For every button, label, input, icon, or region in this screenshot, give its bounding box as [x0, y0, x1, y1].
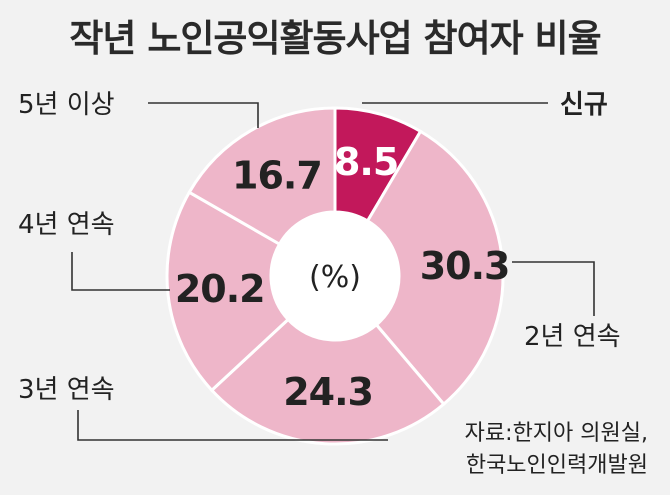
category-label-2: 2년 연속 [524, 322, 621, 352]
leader-line-5 [148, 102, 259, 128]
leader-line-3 [77, 410, 388, 441]
leader-line-2 [512, 261, 595, 316]
source-note: 자료:한지아 의원실, 한국노인인력개발원 [465, 418, 648, 482]
category-label-3: 3년 연속 [18, 375, 115, 405]
category-label-5: 5년 이상 [18, 90, 115, 120]
value-label-1: 8.5 [334, 140, 398, 184]
donut-hole [271, 212, 399, 340]
source-line-1: 자료:한지아 의원실, [464, 421, 648, 446]
leader-line-4 [71, 252, 170, 291]
value-label-2: 30.3 [420, 244, 510, 288]
value-label-4: 20.2 [175, 267, 265, 311]
category-label-4: 4년 연속 [18, 210, 115, 240]
source-line-2: 한국노인인력개발원 [465, 453, 648, 478]
unit-label: (%) [309, 260, 361, 295]
value-label-5: 16.7 [232, 154, 322, 198]
value-label-3: 24.3 [283, 370, 373, 414]
category-label-1: 신규 [560, 90, 608, 120]
chart-title: 작년 노인공익활동사업 참여자 비율 [69, 17, 601, 60]
